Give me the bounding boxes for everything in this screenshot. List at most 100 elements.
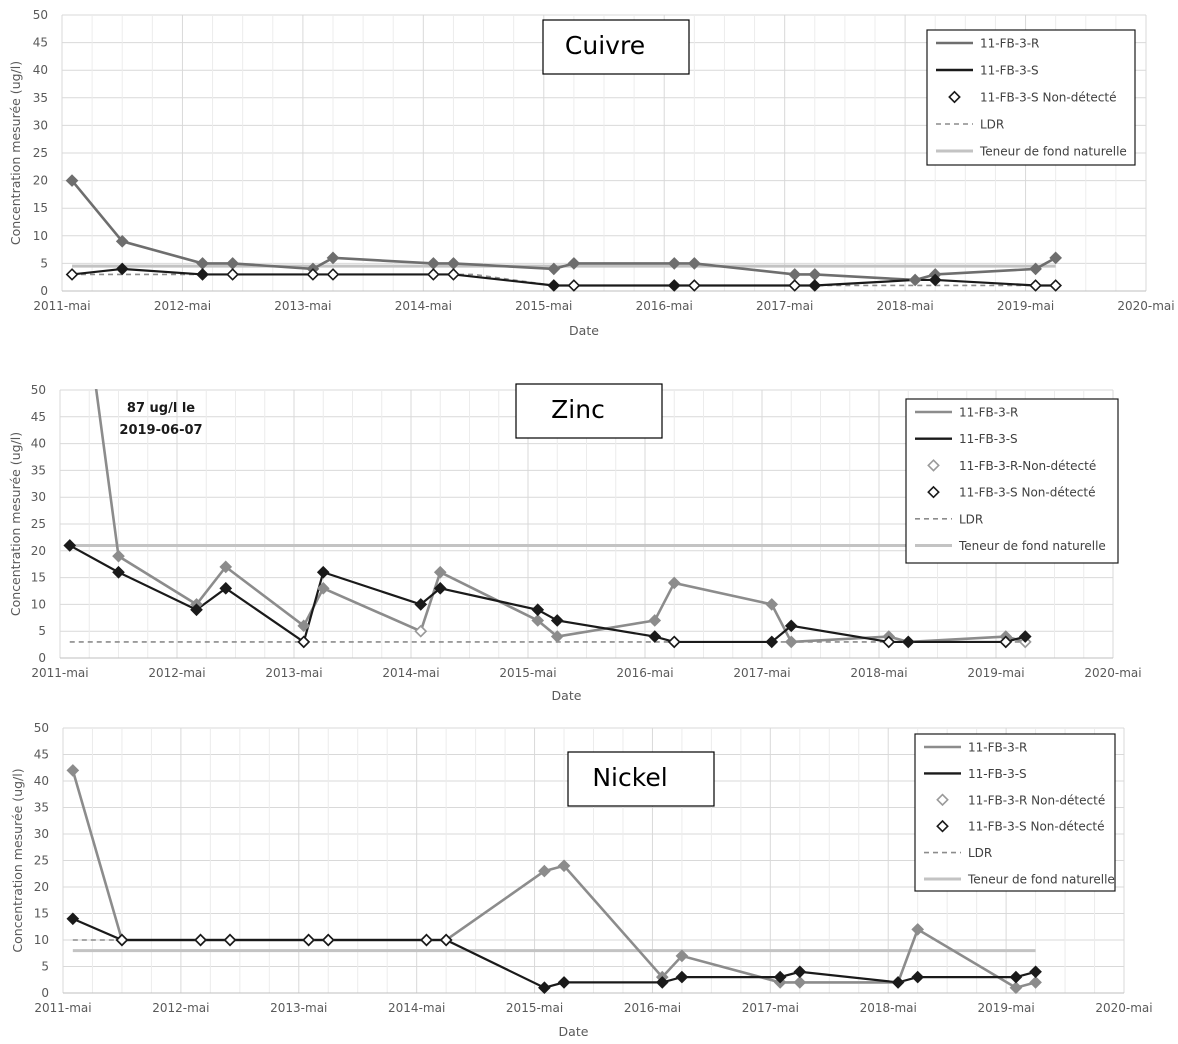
data-point-marker <box>557 976 571 989</box>
legend-label: 11-FB-3-S <box>968 767 1027 781</box>
y-tick-label: 10 <box>33 229 48 243</box>
x-tick-label: 2017-mai <box>733 666 790 680</box>
legend: 11-FB-3-R 11-FB-3-S 11-FB-3-S Non-détecté L… <box>926 29 1136 166</box>
x-axis-title: Date <box>559 1024 589 1039</box>
data-point-marker <box>326 268 340 281</box>
data-point-marker <box>414 624 428 638</box>
data-point-marker <box>219 560 233 574</box>
x-tick-label: 2012-mai <box>152 1001 209 1015</box>
data-point-marker <box>223 933 237 947</box>
y-tick-label: 50 <box>34 721 49 735</box>
data-point-marker <box>667 576 681 590</box>
data-point-marker <box>1029 279 1042 292</box>
y-tick-label: 25 <box>33 146 48 160</box>
series-group <box>63 389 1032 649</box>
y-tick-label: 5 <box>41 960 49 974</box>
y-axis-title: Concentration mesurée (ug/l) <box>10 768 25 952</box>
data-point-marker <box>433 565 447 579</box>
x-tick-label: 2012-mai <box>154 299 211 313</box>
y-tick-label: 5 <box>40 256 48 270</box>
data-point-marker <box>538 864 551 878</box>
x-tick-label: 2016-mai <box>624 1001 681 1015</box>
legend-label: Teneur de fond naturelle <box>958 539 1106 553</box>
data-point-marker <box>784 635 798 649</box>
chart-title: Cuivre <box>565 31 645 60</box>
data-point-marker <box>531 603 545 617</box>
data-point-marker <box>788 279 802 292</box>
data-point-marker <box>675 970 689 984</box>
data-point-marker <box>928 273 942 287</box>
y-tick-label: 20 <box>31 544 46 558</box>
chart-title: Nickel <box>592 763 667 792</box>
legend: 11-FB-3-R 11-FB-3-S 11-FB-3-R-Non-détecté 1… <box>905 398 1119 564</box>
data-point-marker <box>112 549 125 563</box>
data-point-marker <box>196 268 209 281</box>
y-tick-label: 10 <box>31 597 46 611</box>
data-point-marker <box>326 251 340 265</box>
legend-label: 11-FB-3-R-Non-détecté <box>959 459 1096 473</box>
title-box <box>515 383 663 439</box>
series-group <box>65 174 1062 292</box>
data-point-marker <box>557 859 571 873</box>
x-tick-label: 2016-mai <box>636 299 693 313</box>
x-tick-label: 2013-mai <box>270 1001 327 1015</box>
legend-label: LDR <box>980 118 1004 132</box>
x-tick-label: 2019-mai <box>977 1001 1034 1015</box>
data-point-marker <box>433 581 447 595</box>
annotation-line1: 87 ug/l le <box>127 401 195 416</box>
x-tick-label: 2020-mai <box>1095 1001 1152 1015</box>
data-point-marker <box>65 174 79 187</box>
y-axis-title: Concentration mesurée (ug/l) <box>8 61 23 245</box>
legend-label: 11-FB-3-S Non-détecté <box>980 91 1117 105</box>
legend-box <box>926 29 1136 166</box>
legend-box <box>905 398 1119 564</box>
data-point-marker <box>65 268 79 281</box>
data-point-marker <box>316 581 330 595</box>
data-point-marker <box>688 279 701 292</box>
data-point-marker <box>427 268 440 281</box>
data-point-marker <box>793 976 807 989</box>
y-tick-label: 45 <box>33 36 48 50</box>
y-tick-label: 35 <box>31 463 46 477</box>
x-tick-label: 2014-mai <box>388 1001 445 1015</box>
y-tick-label: 40 <box>33 63 48 77</box>
data-point-marker <box>66 912 80 926</box>
x-tick-label: 2018-mai <box>850 666 907 680</box>
legend-swatch-r-nd <box>936 793 949 807</box>
y-tick-label: 0 <box>41 986 49 1000</box>
legend-box <box>914 733 1116 892</box>
data-point-marker <box>655 976 669 989</box>
data-point-marker <box>66 764 80 777</box>
x-tick-label: 2018-mai <box>876 299 933 313</box>
legend-label: 11-FB-3-S Non-détecté <box>959 486 1096 500</box>
y-tick-label: 40 <box>34 774 49 788</box>
x-tick-label: 2013-mai <box>265 666 322 680</box>
x-tick-label: 2020-mai <box>1084 666 1141 680</box>
y-tick-label: 25 <box>34 854 49 868</box>
legend-label: 11-FB-3-R Non-détecté <box>968 793 1105 807</box>
data-point-marker <box>1049 279 1062 292</box>
y-tick-label: 15 <box>33 201 48 215</box>
data-point-marker <box>420 933 433 947</box>
legend-swatch-r-nd <box>927 459 940 472</box>
data-point-marker <box>911 923 925 936</box>
y-tick-label: 20 <box>34 880 49 894</box>
data-point-marker <box>891 976 905 989</box>
data-point-marker <box>1029 976 1042 989</box>
data-point-marker <box>1029 262 1042 276</box>
data-point-marker <box>1029 965 1042 979</box>
legend-label: LDR <box>968 846 992 860</box>
title-box <box>567 751 715 807</box>
data-point-marker <box>115 933 129 947</box>
data-point-marker <box>306 268 320 281</box>
y-tick-label: 45 <box>31 410 46 424</box>
data-point-marker <box>1018 630 1032 643</box>
data-point-marker <box>648 630 662 643</box>
x-tick-label: 2014-mai <box>382 666 439 680</box>
y-tick-label: 30 <box>31 490 46 504</box>
data-point-marker <box>547 279 561 292</box>
y-tick-label: 5 <box>38 624 46 638</box>
series-s-line <box>72 917 1036 989</box>
data-point-marker <box>447 268 460 281</box>
data-point-marker <box>784 619 798 633</box>
